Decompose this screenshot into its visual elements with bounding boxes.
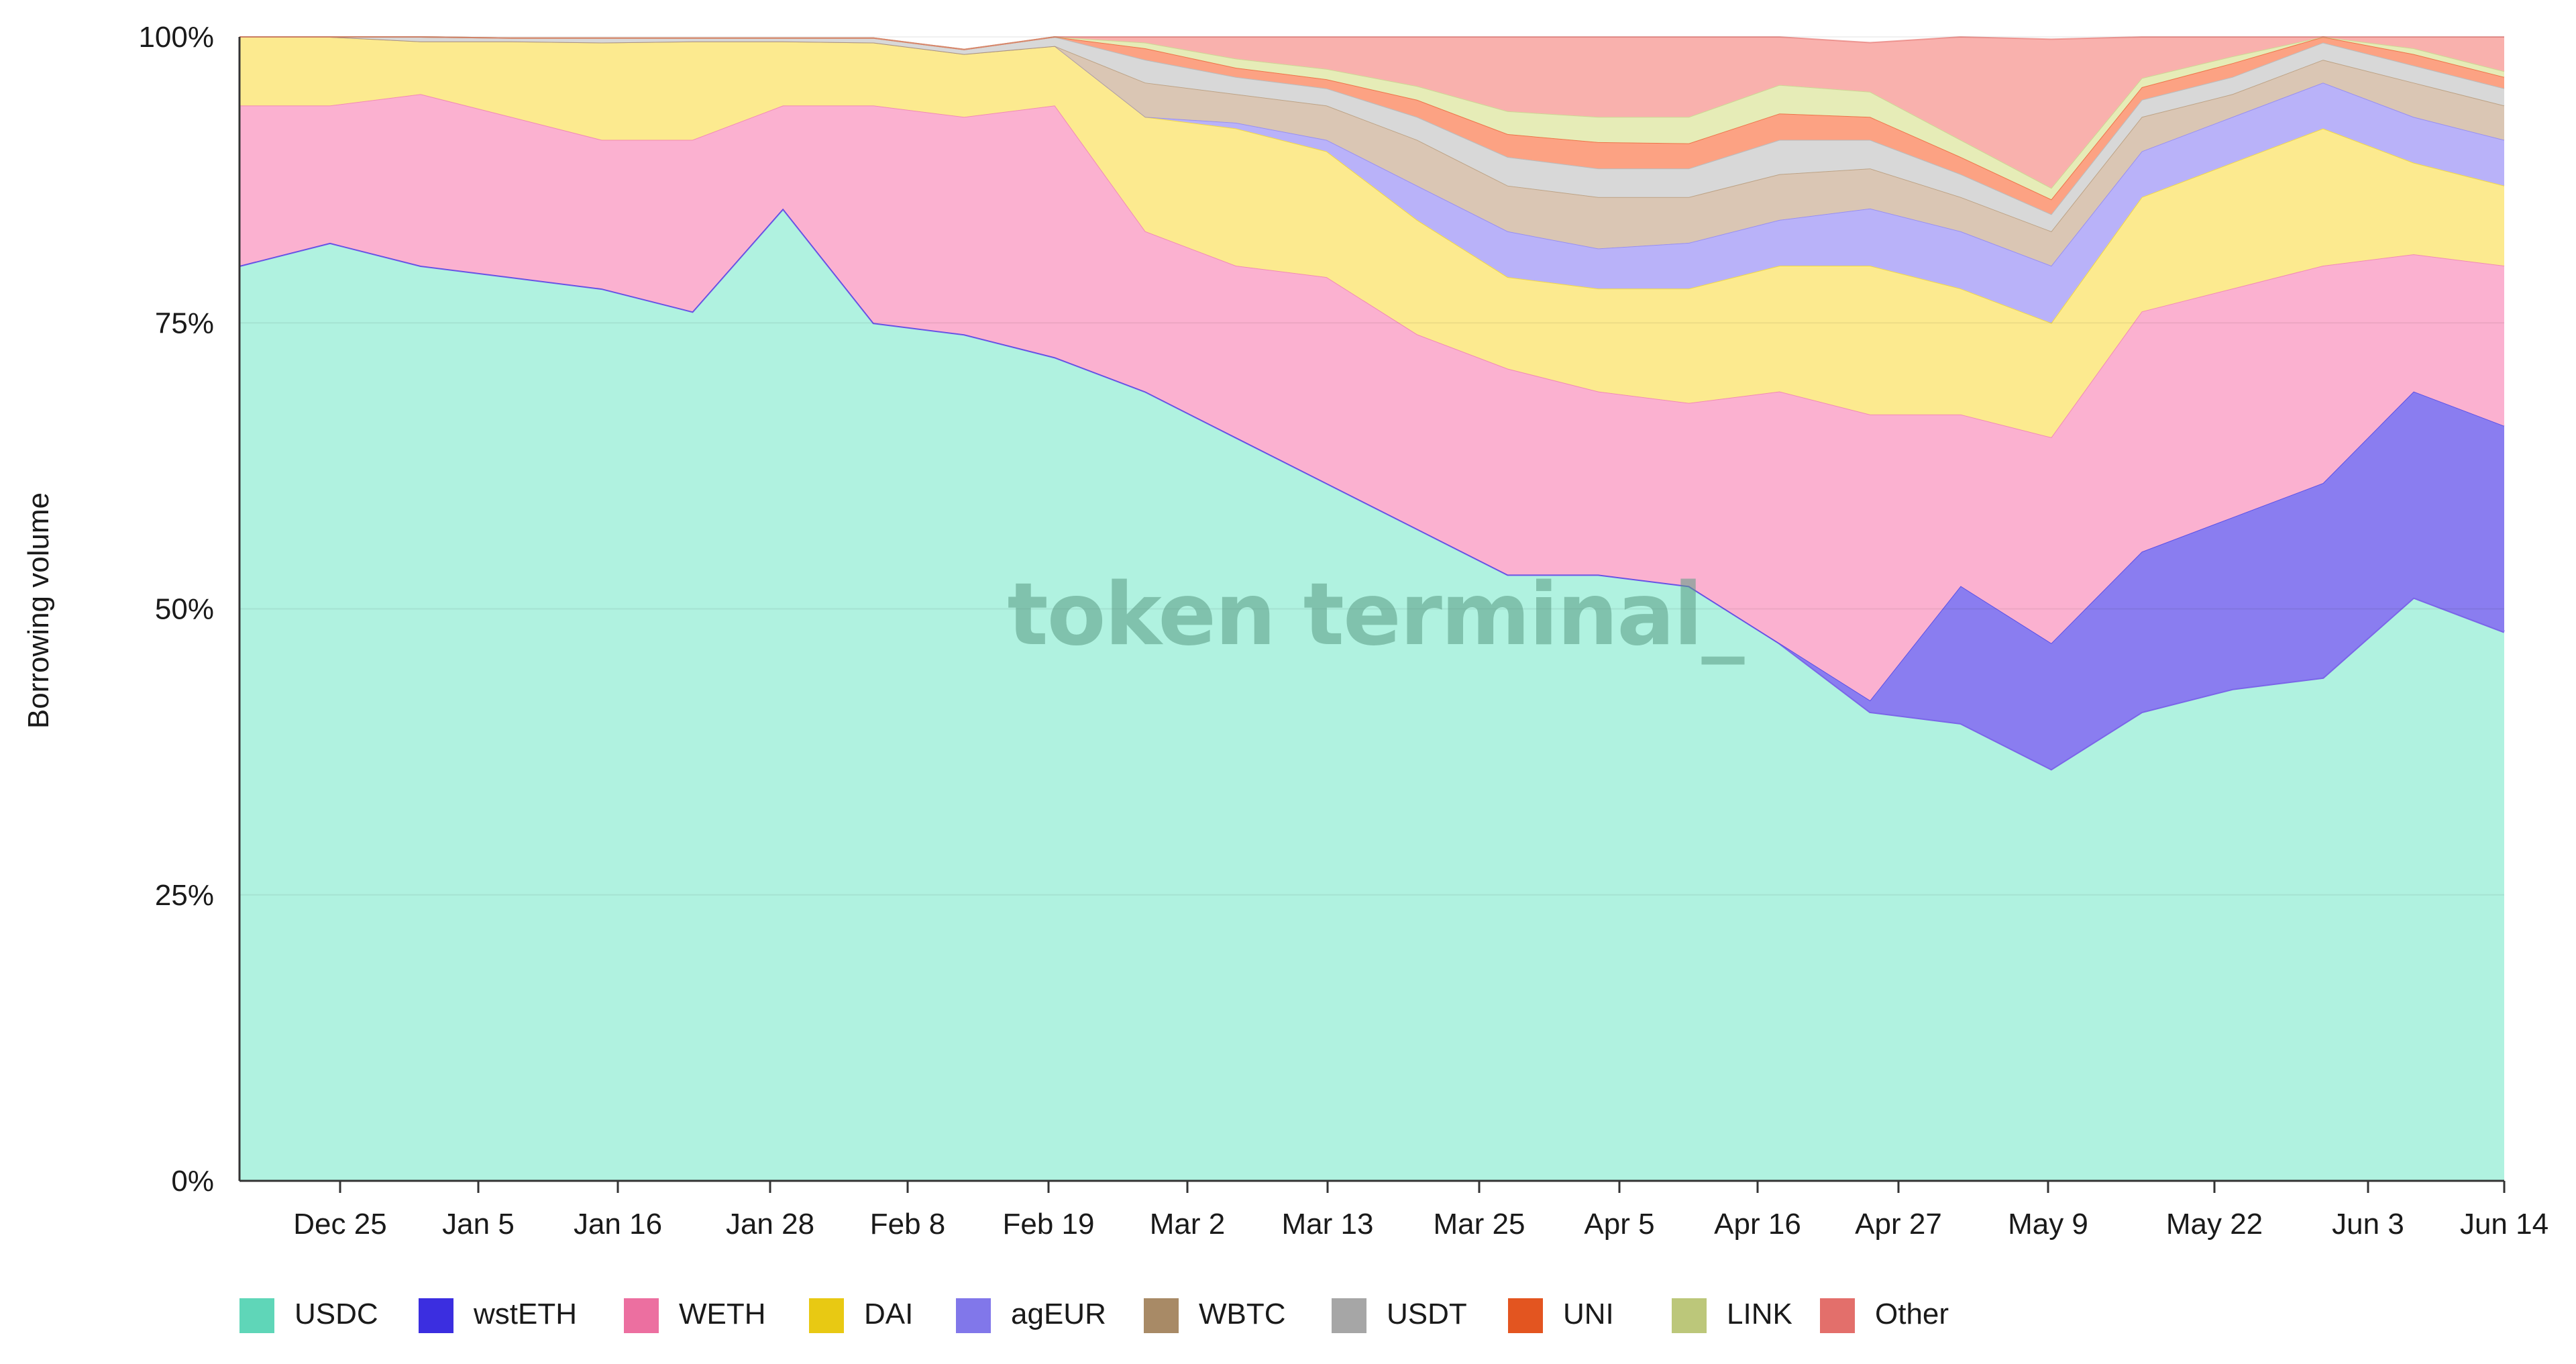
x-tick-label: May 9 (2008, 1208, 2088, 1241)
legend-label: wstETH (473, 1298, 577, 1330)
x-tick-label: Jan 28 (726, 1208, 814, 1241)
tick-labels: 0% 25% 50% 75% 100% Dec 25 Jan 5 Jan 16 Jan 28 Fe… (138, 21, 2548, 1241)
legend-swatch (419, 1298, 453, 1333)
legend-swatch (956, 1298, 991, 1333)
legend-label: LINK (1727, 1298, 1792, 1330)
stacked-area-layer (239, 36, 2505, 1181)
x-tick-label: Jun 14 (2460, 1208, 2548, 1241)
x-tick-label: Dec 25 (293, 1208, 386, 1241)
legend-label: DAI (864, 1298, 913, 1330)
legend-label: USDT (1387, 1298, 1467, 1330)
legend-item-wbtc[interactable]: WBTC (1144, 1298, 1286, 1333)
area-wsteth (239, 208, 2504, 770)
area-edge-other (239, 36, 2504, 50)
x-tick-label: May 22 (2166, 1208, 2263, 1241)
x-tick-label: Apr 27 (1855, 1208, 1942, 1241)
y-tick-label: 50% (155, 593, 214, 626)
legend-label: WBTC (1199, 1298, 1286, 1330)
legend-item-ageur[interactable]: agEUR (956, 1298, 1106, 1333)
x-tick-label: Jun 3 (2332, 1208, 2404, 1241)
legend-swatch (1672, 1298, 1707, 1333)
x-tick-label: Apr 5 (1584, 1208, 1654, 1241)
legend: USDC wstETH WETH DAI agEUR WBTC USDT UNI LINK Oth… (239, 1298, 1949, 1333)
legend-item-dai[interactable]: DAI (809, 1298, 913, 1333)
legend-item-weth[interactable]: WETH (624, 1298, 766, 1333)
y-tick-label: 100% (138, 21, 214, 54)
legend-label: USDC (294, 1298, 378, 1330)
legend-label: Other (1875, 1298, 1949, 1330)
area-weth (239, 94, 2504, 700)
x-tick-label: Feb 19 (1003, 1208, 1095, 1241)
legend-item-other[interactable]: Other (1820, 1298, 1949, 1333)
x-tick-label: Mar 13 (1282, 1208, 1374, 1241)
y-tick-label: 25% (155, 879, 214, 912)
legend-swatch (624, 1298, 659, 1333)
legend-item-usdc[interactable]: USDC (239, 1298, 378, 1333)
x-tick-label: Jan 5 (442, 1208, 515, 1241)
legend-swatch (1508, 1298, 1543, 1333)
legend-swatch (1332, 1298, 1366, 1333)
area-dai (239, 37, 2504, 437)
area-other (239, 37, 2504, 189)
watermark: token terminal_ (1007, 565, 1744, 665)
legend-swatch (239, 1298, 274, 1333)
area-usdt (239, 37, 2504, 231)
y-tick-label: 0% (171, 1165, 214, 1198)
legend-item-link[interactable]: LINK (1672, 1298, 1792, 1333)
legend-item-uni[interactable]: UNI (1508, 1298, 1614, 1333)
legend-swatch (1820, 1298, 1855, 1333)
area-usdc (239, 208, 2504, 1181)
x-tick-label: Apr 16 (1714, 1208, 1801, 1241)
area-ageur (239, 37, 2504, 323)
legend-label: WETH (679, 1298, 766, 1330)
x-tick-label: Jan 16 (574, 1208, 662, 1241)
x-tick-label: Mar 25 (1434, 1208, 1525, 1241)
legend-label: UNI (1563, 1298, 1614, 1330)
x-tick-label: Mar 2 (1150, 1208, 1225, 1241)
legend-label: agEUR (1011, 1298, 1106, 1330)
area-uni (239, 37, 2504, 215)
legend-swatch (809, 1298, 844, 1333)
legend-item-wsteth[interactable]: wstETH (419, 1298, 577, 1333)
y-tick-label: 75% (155, 307, 214, 339)
legend-swatch (1144, 1298, 1179, 1333)
x-tick-label: Feb 8 (870, 1208, 946, 1241)
area-wbtc (239, 37, 2504, 266)
y-axis-title: Borrowing volume (22, 492, 55, 729)
legend-item-usdt[interactable]: USDT (1332, 1298, 1467, 1333)
